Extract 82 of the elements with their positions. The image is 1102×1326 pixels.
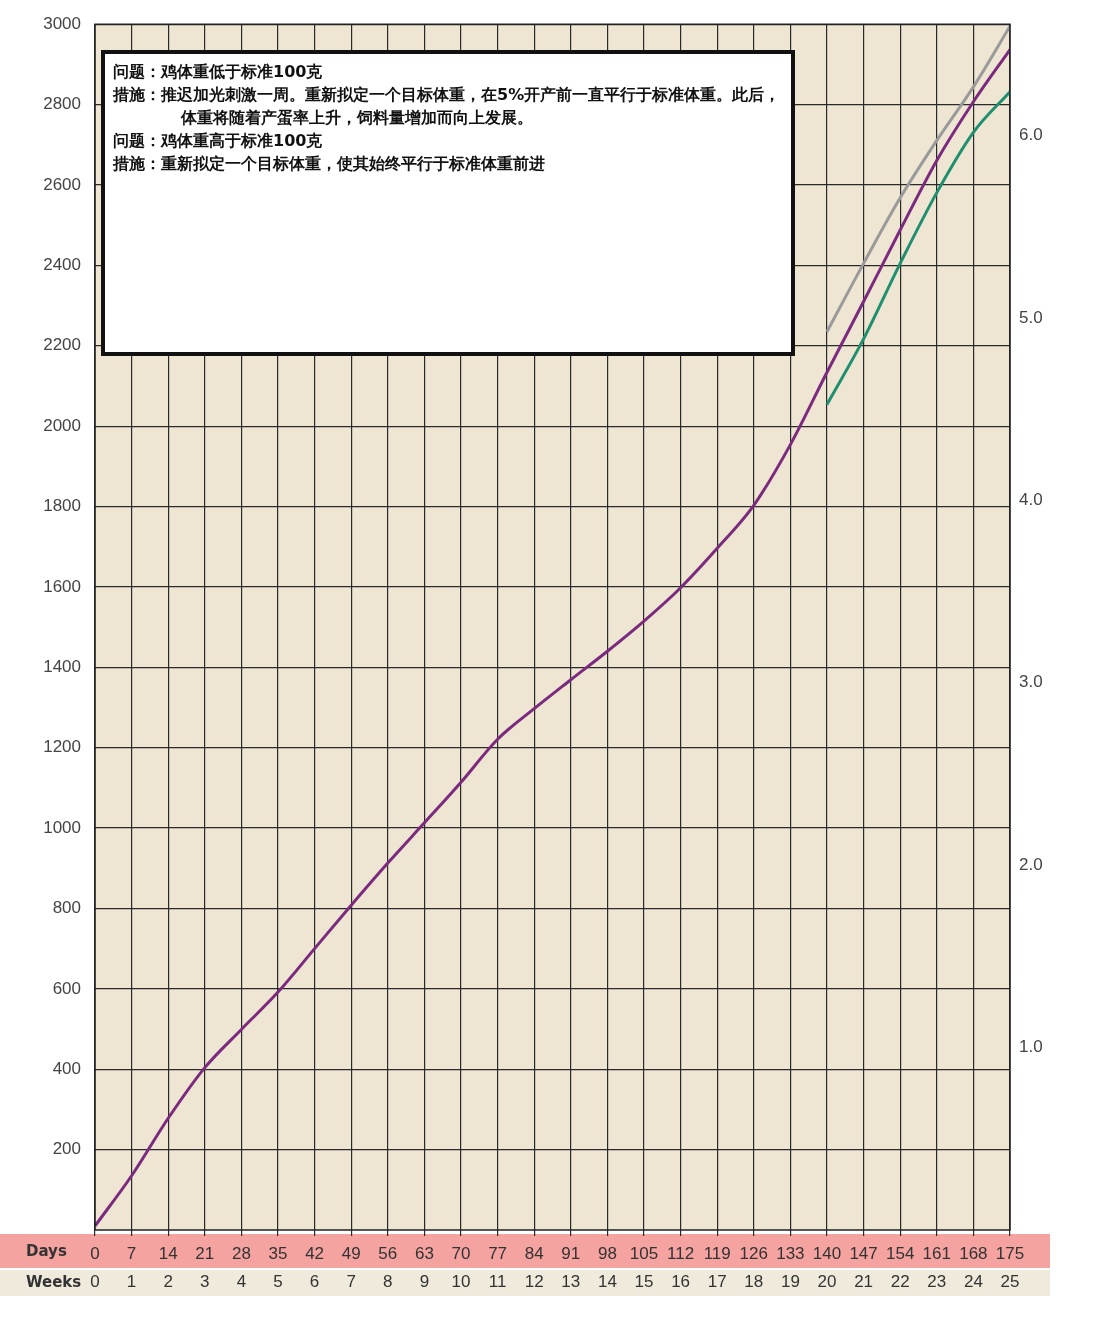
y-tick-label: 400 <box>52 1058 81 1078</box>
x-tick-label: 133 <box>776 1243 805 1263</box>
y-tick-label: 1000 <box>43 817 81 837</box>
x-tick-label: 168 <box>959 1243 988 1263</box>
x2-tick-label: 0 <box>90 1271 100 1291</box>
x2-tick-label: 24 <box>963 1271 983 1291</box>
x-tick-label: 77 <box>488 1243 508 1263</box>
x-axis-title: Days <box>26 1241 67 1260</box>
y-tick-label: 1200 <box>43 737 81 757</box>
x-tick-label: 91 <box>561 1243 581 1263</box>
x-tick-label: 105 <box>629 1243 659 1263</box>
y-tick-label: 1600 <box>43 576 81 596</box>
line-series <box>95 48 1010 1228</box>
y-tick-label: 800 <box>52 898 81 918</box>
x-tick-label: 49 <box>341 1243 361 1263</box>
x2-tick-label: 1 <box>126 1271 137 1291</box>
x-tick-label: 0 <box>90 1243 100 1263</box>
x-tick-label: 119 <box>703 1243 731 1263</box>
y-tick-label: 2200 <box>43 335 81 355</box>
y2-tick-label: 1.0 <box>1019 1037 1043 1057</box>
x2-tick-label: 11 <box>488 1271 507 1291</box>
x2-tick-label: 4 <box>236 1271 247 1291</box>
x-tick-label: 161 <box>922 1243 951 1263</box>
x2-tick-label: 3 <box>200 1271 210 1291</box>
y-tick-label: 2000 <box>43 415 81 435</box>
x-tick-label: 98 <box>597 1243 617 1263</box>
x2-tick-label: 23 <box>927 1271 947 1291</box>
x-tick-label: 140 <box>812 1243 842 1263</box>
y-tick-label: 600 <box>52 978 81 998</box>
x2-tick-label: 6 <box>309 1271 320 1291</box>
x2-tick-label: 21 <box>854 1271 874 1291</box>
y-tick-label: 1400 <box>43 656 81 676</box>
x-tick-label: 147 <box>849 1243 878 1263</box>
y-tick-label: 2400 <box>43 255 81 275</box>
annotation: 问题：鸡体重低于标准100克 <box>113 61 324 83</box>
annotation: 措施：推迟加光刺激一周。重新拟定一个目标体重，在5%开产前一直平行于标准体重。此后，体重将随着产蛋率上升，饲料量增加而向上发展。 <box>113 84 782 129</box>
line-series <box>825 24 1010 334</box>
x2-axis-title: Weeks <box>26 1272 82 1291</box>
y2-tick-label: 4.0 <box>1019 490 1043 510</box>
x2-tick-label: 17 <box>707 1271 727 1291</box>
y-tick-label: 1800 <box>43 496 81 516</box>
x-tick-label: 42 <box>305 1243 325 1263</box>
x2-tick-label: 8 <box>383 1271 393 1291</box>
x-tick-label: 63 <box>414 1243 434 1263</box>
x-tick-label: 28 <box>231 1243 251 1263</box>
x2-tick-label: 12 <box>524 1271 544 1291</box>
x-tick-label: 70 <box>451 1243 471 1263</box>
x-tick-label: 7 <box>126 1243 137 1263</box>
x-tick-label: 14 <box>158 1243 178 1263</box>
x-tick-label: 56 <box>378 1243 398 1263</box>
x-tick-label: 84 <box>524 1243 544 1263</box>
x2-tick-label: 18 <box>744 1271 764 1291</box>
x-tick-label: 35 <box>268 1243 288 1263</box>
x2-tick-label: 5 <box>273 1271 283 1291</box>
x-tick-label: 126 <box>739 1243 768 1263</box>
x2-tick-label: 2 <box>163 1271 173 1291</box>
y2-tick-label: 6.0 <box>1019 125 1043 145</box>
x-tick-label: 154 <box>886 1243 915 1263</box>
line-series <box>825 90 1010 406</box>
annotation: 措施：重新拟定一个目标体重，使其始终平行于标准体重前进 <box>113 153 546 175</box>
x2-tick-label: 25 <box>1000 1271 1020 1291</box>
x2-tick-label: 10 <box>451 1271 471 1291</box>
y-tick-label: 200 <box>52 1139 81 1159</box>
y-tick-label: 3000 <box>43 13 81 33</box>
y2-tick-label: 3.0 <box>1019 672 1043 692</box>
x2-tick-label: 22 <box>890 1271 910 1291</box>
y-tick-label: 2800 <box>43 94 81 114</box>
x-tick-label: 21 <box>195 1243 215 1263</box>
x2-tick-label: 14 <box>597 1271 617 1291</box>
x2-tick-label: 13 <box>561 1271 581 1291</box>
x2-tick-label: 19 <box>780 1271 800 1291</box>
x2-tick-label: 20 <box>817 1271 837 1291</box>
x2-tick-label: 16 <box>671 1271 691 1291</box>
y2-tick-label: 2.0 <box>1019 854 1043 874</box>
y-tick-label: 2600 <box>43 174 81 194</box>
x2-tick-label: 9 <box>419 1271 430 1291</box>
x2-tick-label: 15 <box>634 1271 654 1291</box>
x-tick-label: 175 <box>995 1243 1025 1263</box>
y2-tick-label: 5.0 <box>1019 307 1043 327</box>
x-tick-label: 112 <box>667 1243 695 1263</box>
annotation: 问题：鸡体重高于标准100克 <box>113 130 324 152</box>
x2-tick-label: 7 <box>346 1271 356 1291</box>
